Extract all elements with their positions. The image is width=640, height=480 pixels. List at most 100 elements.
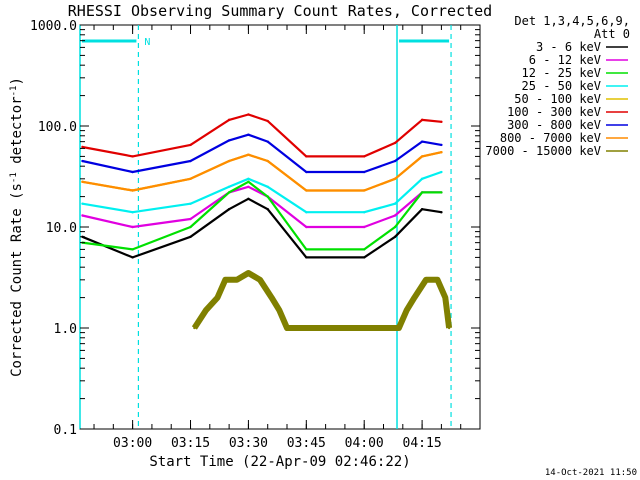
series-point xyxy=(266,185,269,189)
series-point xyxy=(440,191,443,194)
legend-header-line1: Det 1,3,4,5,6,9, xyxy=(514,14,630,28)
series-point xyxy=(420,155,424,158)
series-point xyxy=(420,140,424,143)
series-point xyxy=(405,309,408,312)
series-point xyxy=(189,202,192,205)
y-axis: 1000.0 100.0 10.0 1.0 0.1 xyxy=(30,19,480,438)
series-point xyxy=(247,153,250,156)
series-point xyxy=(266,208,269,211)
series-point xyxy=(420,191,424,194)
series-point xyxy=(363,170,366,174)
legend-label: 3 - 6 keV xyxy=(536,40,601,54)
series-point xyxy=(204,309,208,312)
legend-label: 50 - 100 keV xyxy=(514,92,601,106)
series-point xyxy=(189,235,192,238)
legend-label: 800 - 7000 keV xyxy=(500,131,601,145)
y-axis-label-end: ) xyxy=(9,77,25,85)
series-point xyxy=(131,189,134,192)
series-point xyxy=(440,151,443,154)
series-line xyxy=(191,270,453,331)
legend-label: 12 - 25 keV xyxy=(522,66,601,80)
x-tick-label: 03:15 xyxy=(171,436,210,451)
series-point xyxy=(247,113,250,116)
series-point xyxy=(440,170,443,174)
series-point xyxy=(81,145,84,149)
series-line xyxy=(82,113,442,158)
series-point xyxy=(305,256,308,259)
series-point xyxy=(305,225,308,229)
legend-label: 7000 - 15000 keV xyxy=(485,144,601,158)
series-point xyxy=(363,155,366,158)
series-point xyxy=(393,141,397,145)
series-point xyxy=(420,177,424,181)
series-point xyxy=(393,214,397,217)
legend-label: 100 - 300 keV xyxy=(507,105,601,119)
series-point xyxy=(447,326,451,330)
series-line xyxy=(82,180,442,251)
series-point xyxy=(363,211,366,214)
y-axis-label-sup2: -1 xyxy=(9,86,19,97)
series-point xyxy=(216,296,219,299)
series-point xyxy=(81,180,84,184)
y-tick-label: 10.0 xyxy=(46,221,77,236)
series-point xyxy=(305,155,308,158)
x-axis-label: Start Time (22-Apr-09 02:46:22) xyxy=(149,454,410,470)
series-point xyxy=(247,177,250,181)
legend-label: 25 - 50 keV xyxy=(522,79,601,93)
series-point xyxy=(247,133,250,136)
series-point xyxy=(420,118,424,122)
series-point xyxy=(131,170,134,174)
series-point xyxy=(247,180,250,184)
series-point xyxy=(363,225,366,229)
series-point xyxy=(305,170,308,174)
series-point xyxy=(189,217,192,221)
x-tick-label: 04:00 xyxy=(345,436,384,451)
series-point xyxy=(393,225,397,229)
series-point xyxy=(444,296,447,299)
series-point xyxy=(224,278,227,282)
series-point xyxy=(393,159,397,163)
timestamp: 14-Oct-2021 11:50 xyxy=(545,468,637,478)
series-point xyxy=(81,159,84,163)
y-axis-label-sup1: -1 xyxy=(9,172,19,183)
series-point xyxy=(278,309,281,312)
x-tick-label: 03:30 xyxy=(229,436,268,451)
series-point xyxy=(247,197,250,201)
series-point xyxy=(189,159,192,163)
series-point xyxy=(131,155,134,158)
series-point xyxy=(266,159,269,163)
series-point xyxy=(363,248,366,251)
series-point xyxy=(305,211,308,214)
series-point xyxy=(424,278,428,282)
series-point xyxy=(189,143,192,147)
series-point xyxy=(397,326,401,330)
y-tick-label: 0.1 xyxy=(54,423,77,438)
series-point xyxy=(227,139,231,142)
series-point xyxy=(393,177,397,181)
series-point xyxy=(305,248,308,251)
series-point xyxy=(81,202,84,205)
series-point xyxy=(363,189,366,192)
series-point xyxy=(266,140,269,143)
series-point xyxy=(131,248,134,251)
legend-header-line2: Att 0 xyxy=(594,27,630,41)
series-layer xyxy=(81,113,453,331)
series-point xyxy=(440,143,443,147)
series-line xyxy=(82,133,442,174)
series-point xyxy=(189,225,192,229)
x-tick-label: 03:00 xyxy=(113,436,152,451)
series-point xyxy=(305,189,308,192)
series-point xyxy=(393,235,397,238)
chart-title: RHESSI Observing Summary Count Rates, Co… xyxy=(68,2,492,20)
series-point xyxy=(436,278,439,282)
x-axis: 03:00 03:15 03:30 03:45 04:00 04:15 xyxy=(93,25,481,451)
series-point xyxy=(227,185,231,189)
x-tick-label: 04:15 xyxy=(403,436,442,451)
y-tick-label: 100.0 xyxy=(38,120,77,135)
series-point xyxy=(227,118,231,122)
series-point xyxy=(235,278,239,282)
series-point xyxy=(227,191,231,194)
series-point xyxy=(420,208,424,211)
y-tick-label: 1.0 xyxy=(54,322,77,337)
